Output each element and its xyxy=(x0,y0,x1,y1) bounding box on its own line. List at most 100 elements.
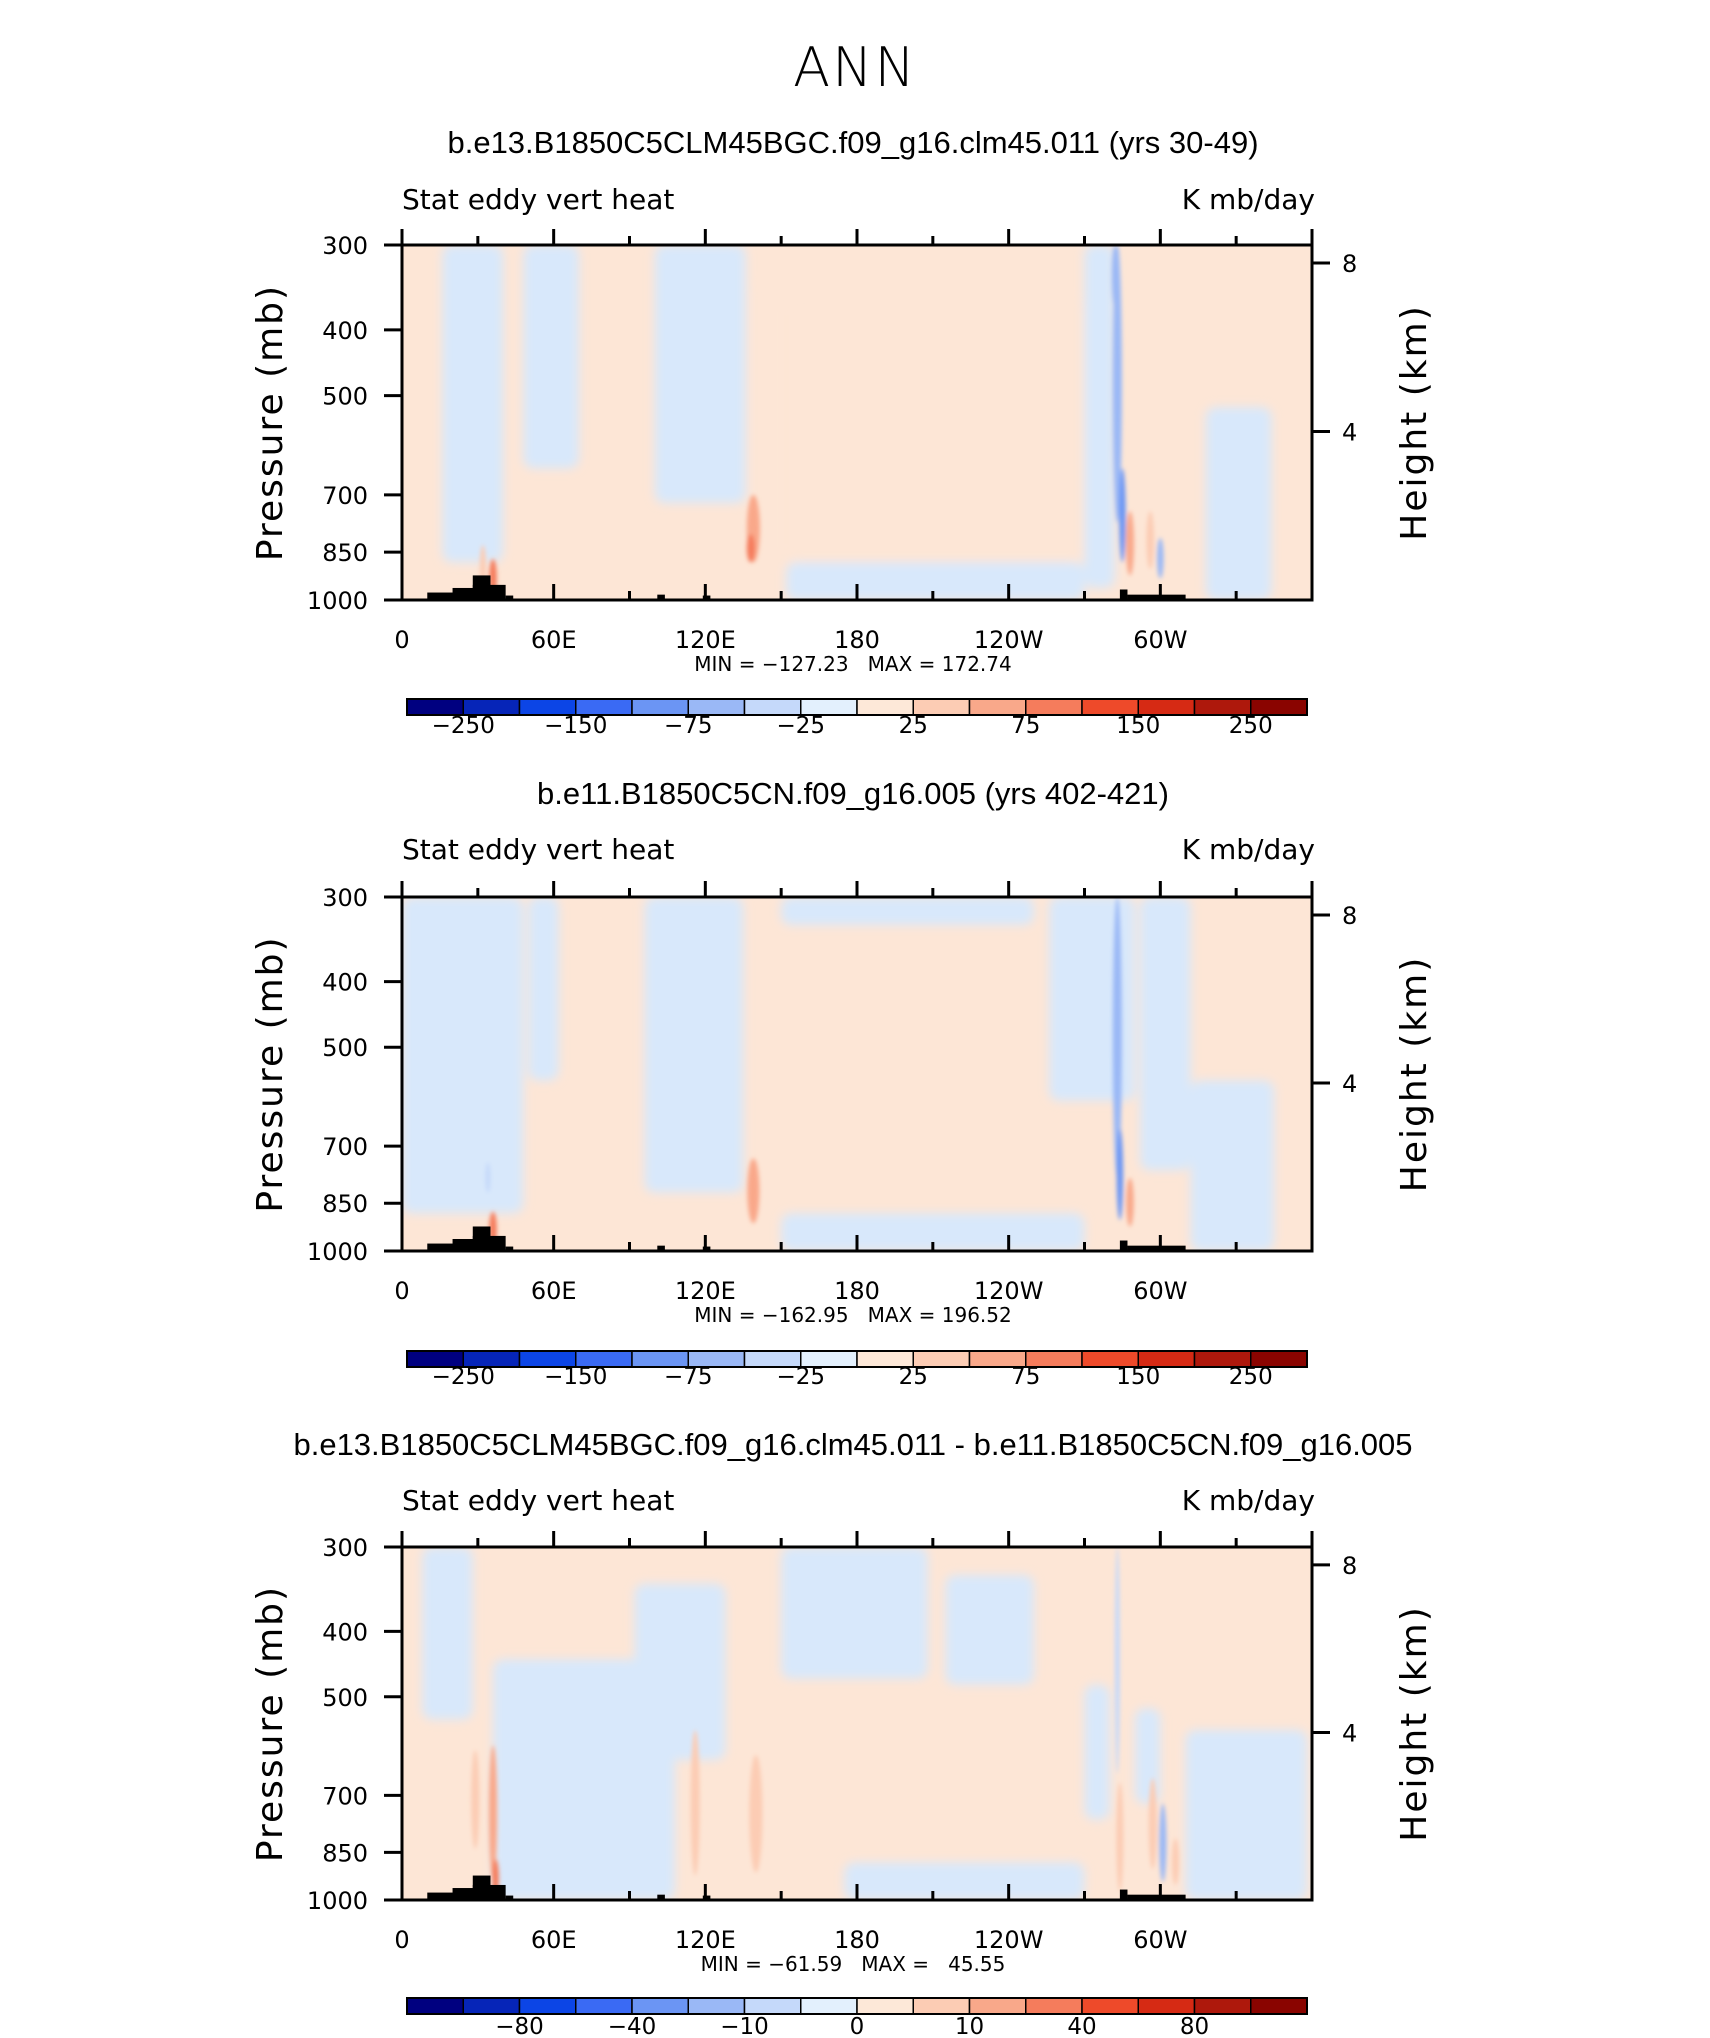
colorbar-box xyxy=(518,1997,577,2015)
contour-band xyxy=(1135,1708,1161,1804)
colorbar-label: 150 xyxy=(1116,1364,1160,1390)
colorbar-frame xyxy=(406,698,1308,716)
contour-band xyxy=(1084,245,1115,588)
colorbar: −250 −150 −75 −25 25 75 150 250 xyxy=(406,698,1308,739)
colorbar-box xyxy=(1250,1997,1308,2015)
colorbar-label: −25 xyxy=(776,1364,825,1390)
contour-spot xyxy=(1111,245,1118,307)
topography xyxy=(1127,1245,1186,1251)
height-tick-label: 8 xyxy=(1342,250,1357,278)
contour-band xyxy=(1185,1729,1307,1900)
panel-1: b.e13.B1850C5CLM45BGC.f09_g16.clm45.011 … xyxy=(250,125,1435,739)
y-axis-title: Pressure (mb) xyxy=(250,1585,291,1862)
colorbar-label: −75 xyxy=(664,1364,713,1390)
contour-band xyxy=(523,245,579,469)
colorbar-box xyxy=(1025,1997,1083,2015)
height-tick-label: 8 xyxy=(1342,902,1357,930)
panel-title: b.e13.B1850C5CLM45BGC.f09_g16.clm45.011 … xyxy=(293,1427,1412,1462)
contour-spot xyxy=(1116,1782,1124,1892)
contour-spot xyxy=(1119,468,1126,563)
contour-spot xyxy=(690,1729,700,1876)
colorbar-box xyxy=(800,1997,858,2015)
band-layer xyxy=(422,1547,1307,1900)
contour-band xyxy=(1190,1080,1275,1251)
x-tick-label: 180 xyxy=(834,626,880,654)
colorbar-box xyxy=(575,1997,633,2015)
contour-band xyxy=(654,245,746,504)
colorbar-box xyxy=(1193,1997,1252,2015)
colorbar-box xyxy=(743,1997,802,2015)
contour-band xyxy=(1049,897,1136,1101)
height-tick-label: 8 xyxy=(1342,1552,1357,1580)
height-tick-label: 4 xyxy=(1342,1070,1357,1098)
stats-label: MIN = −61.59 MAX = 45.55 xyxy=(701,1952,1006,1976)
contour-spot xyxy=(1157,537,1164,579)
colorbar-label: 150 xyxy=(1116,713,1160,739)
topography xyxy=(472,1884,506,1900)
colorbar-label: 75 xyxy=(1011,1364,1040,1390)
colorbar-frame xyxy=(406,1997,1308,2015)
contour-spot xyxy=(485,1162,491,1193)
colorbar-label: 40 xyxy=(1067,2014,1096,2038)
contour-band xyxy=(945,1574,1034,1685)
contour-band xyxy=(422,1547,473,1720)
x-tick-label: 0 xyxy=(394,626,409,654)
x-tick-label: 0 xyxy=(394,1926,409,1954)
topography xyxy=(657,594,665,600)
band-layer xyxy=(442,245,1272,600)
topography xyxy=(427,592,473,600)
y-tick-label: 400 xyxy=(322,969,368,997)
y-tick-label: 1000 xyxy=(307,1887,368,1915)
x-tick-label: 120E xyxy=(675,626,736,654)
topography xyxy=(1127,1894,1186,1900)
left-string: Stat eddy vert heat xyxy=(402,833,674,866)
colorbar-box xyxy=(631,1997,689,2015)
spot-layer xyxy=(471,1547,1180,1898)
colorbar-label: 25 xyxy=(899,713,928,739)
spot-layer xyxy=(485,897,1134,1247)
x-tick-label: 180 xyxy=(834,1277,880,1305)
topography xyxy=(427,1892,473,1900)
contour-band xyxy=(634,1583,726,1760)
stats-label: MIN = −162.95 MAX = 196.52 xyxy=(694,1303,1012,1327)
contour-spot xyxy=(1159,1803,1167,1882)
topography xyxy=(1119,589,1128,600)
colorbar-label: 80 xyxy=(1180,2014,1209,2038)
colorbar-box xyxy=(406,1997,464,2015)
contour-band xyxy=(1140,897,1191,1171)
x-tick-label: 60E xyxy=(531,626,577,654)
topography xyxy=(657,1245,665,1251)
contour-band xyxy=(844,1862,1085,1900)
colorbar-box xyxy=(462,1997,521,2015)
x-tick-label: 120W xyxy=(974,1277,1044,1305)
colorbar-box xyxy=(968,1997,1027,2015)
left-string: Stat eddy vert heat xyxy=(402,183,674,216)
y-tick-label: 850 xyxy=(322,1839,368,1867)
topography xyxy=(1127,594,1186,600)
x-tick-label: 180 xyxy=(834,1926,880,1954)
y-tick-label: 850 xyxy=(322,1190,368,1218)
colorbar-box xyxy=(1081,1997,1139,2015)
colorbar-label: 25 xyxy=(899,1364,928,1390)
colorbar-label: −250 xyxy=(432,1364,495,1390)
colorbar-label: 250 xyxy=(1229,713,1273,739)
panel-3: b.e13.B1850C5CLM45BGC.f09_g16.clm45.011 … xyxy=(250,1427,1435,2038)
left-string: Stat eddy vert heat xyxy=(402,1484,674,1517)
contour-band xyxy=(781,897,1034,926)
y-tick-label: 500 xyxy=(322,1684,368,1712)
height-tick-label: 4 xyxy=(1342,419,1357,447)
colorbar-label: 10 xyxy=(955,2014,984,2038)
x-tick-label: 120E xyxy=(675,1926,736,1954)
x-tick-label: 60E xyxy=(531,1277,577,1305)
x-tick-label: 60W xyxy=(1133,1926,1187,1954)
y-tick-label: 400 xyxy=(322,1618,368,1646)
topography xyxy=(505,1895,514,1900)
contour-band xyxy=(442,245,504,563)
y-tick-label: 1000 xyxy=(307,1238,368,1266)
colorbar-box xyxy=(912,1997,971,2015)
y-tick-label: 500 xyxy=(322,1034,368,1062)
colorbar-label: −40 xyxy=(608,2014,657,2038)
right-string: K mb/day xyxy=(1182,183,1315,216)
plot-field xyxy=(402,1547,1312,1900)
